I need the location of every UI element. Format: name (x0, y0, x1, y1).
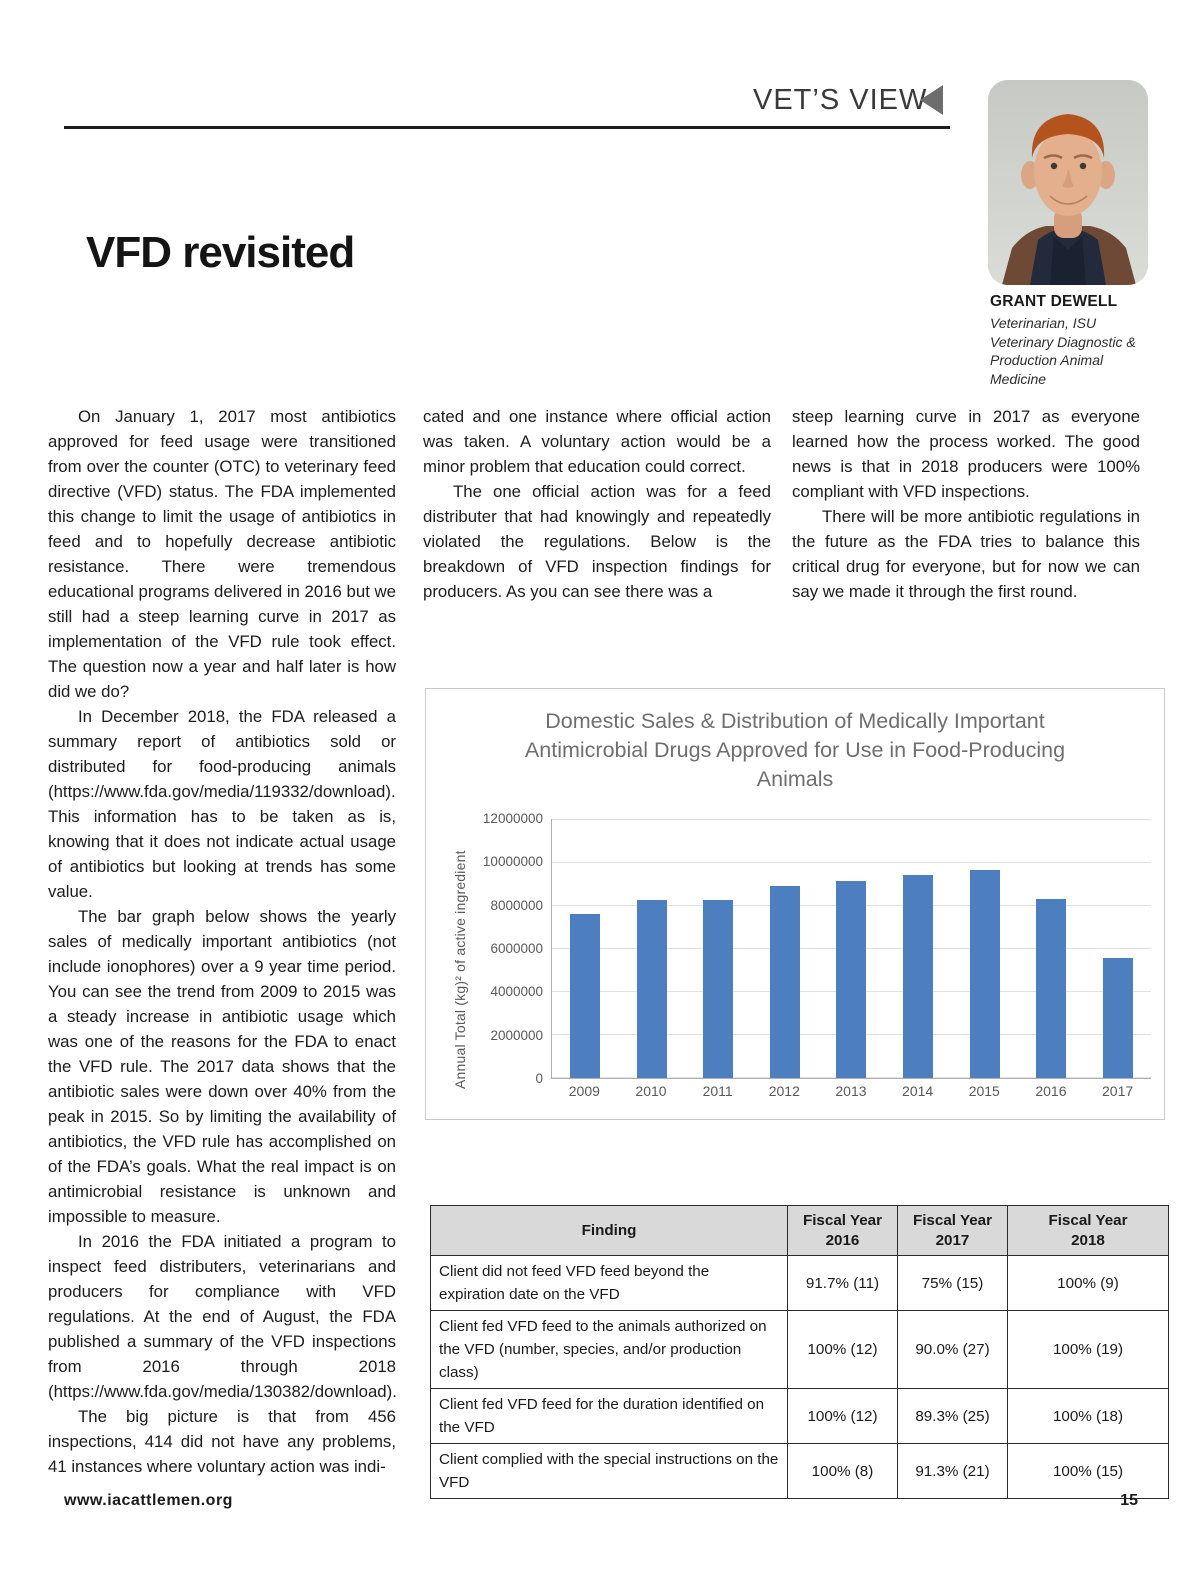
paragraph: On January 1, 2017 most antibiotics appr… (48, 407, 396, 701)
x-tick: 2010 (635, 1083, 667, 1099)
header-finding: Finding (430, 1205, 788, 1256)
x-tick: 2017 (1102, 1083, 1134, 1099)
chart-bars (552, 819, 1151, 1078)
fy2016-value: 100% (12) (787, 1310, 898, 1389)
bar-2016 (1021, 819, 1081, 1078)
bar-2017 (1088, 819, 1148, 1078)
author-credentials: Veterinarian, ISU Veterinary Diagnostic … (990, 315, 1136, 387)
article-column-1: On January 1, 2017 most antibiotics appr… (48, 404, 397, 1479)
paragraph: cated and one instance where official ac… (423, 407, 771, 476)
fy2017-value: 91.3% (21) (897, 1443, 1008, 1499)
chart-plot-area (551, 819, 1151, 1079)
footer-website: www.iacattlemen.org (64, 1492, 233, 1509)
y-tick: 6000000 (490, 940, 543, 956)
author-photo (988, 80, 1148, 285)
finding-text: Client complied with the special instruc… (430, 1443, 788, 1499)
x-tick: 2013 (835, 1083, 867, 1099)
page-title: VFD revisited (86, 228, 355, 277)
table-row: Client fed VFD feed to the animals autho… (430, 1310, 1169, 1389)
bar-2012 (755, 819, 815, 1078)
paragraph: The bar graph below shows the yearly sal… (48, 907, 396, 1226)
fy2016-value: 100% (12) (787, 1388, 898, 1444)
table-header-row: Finding Fiscal Year 2016 Fiscal Year 2017 … (430, 1205, 1169, 1256)
finding-text: Client did not feed VFD feed beyond the … (430, 1255, 788, 1311)
fy2018-value: 100% (18) (1007, 1388, 1169, 1444)
paragraph: The one official action was for a feed d… (423, 482, 771, 601)
bar-2010 (622, 819, 682, 1078)
bar-chart: Domestic Sales & Distribution of Medical… (425, 688, 1165, 1120)
header-fy2016: Fiscal Year 2016 (787, 1205, 898, 1256)
footer-page-number: 15 (1120, 1492, 1138, 1509)
header-fy2018: Fiscal Year 2018 (1007, 1205, 1169, 1256)
fy2018-value: 100% (9) (1007, 1255, 1169, 1311)
fy2016-value: 100% (8) (787, 1443, 898, 1499)
y-tick: 4000000 (490, 984, 543, 1000)
fy2017-value: 90.0% (27) (897, 1310, 1008, 1389)
chart-title: Domestic Sales & Distribution of Medical… (524, 709, 1066, 791)
paragraph: The big picture is that from 456 inspect… (48, 1407, 396, 1476)
x-tick: 2016 (1035, 1083, 1067, 1099)
x-tick: 2015 (968, 1083, 1000, 1099)
y-tick: 10000000 (482, 854, 543, 870)
table-row: Client complied with the special instruc… (430, 1443, 1169, 1499)
author-name: GRANT DEWELL (990, 293, 1118, 310)
bar-2011 (688, 819, 748, 1078)
fy2018-value: 100% (15) (1007, 1443, 1169, 1499)
left-triangle-icon (920, 85, 943, 115)
header-fy2017: Fiscal Year 2017 (897, 1205, 1008, 1256)
finding-text: Client fed VFD feed to the animals autho… (430, 1310, 788, 1389)
y-tick: 2000000 (490, 1027, 543, 1043)
chart-y-tick-labels: 12000000 10000000 8000000 6000000 400000… (438, 810, 543, 1088)
y-tick: 12000000 (482, 811, 543, 826)
x-tick: 2012 (768, 1083, 800, 1099)
fy2018-value: 100% (19) (1007, 1310, 1169, 1389)
paragraph: steep learning curve in 2017 as everyone… (792, 407, 1140, 501)
fy2017-value: 75% (15) (897, 1255, 1008, 1311)
bar-2015 (955, 819, 1015, 1078)
fy2016-value: 91.7% (11) (787, 1255, 898, 1311)
table-row: Client did not feed VFD feed beyond the … (430, 1255, 1169, 1311)
finding-text: Client fed VFD feed for the duration ide… (430, 1388, 788, 1444)
x-tick: 2009 (568, 1083, 600, 1099)
paragraph: In 2016 the FDA initiated a program to i… (48, 1232, 397, 1401)
table-row: Client fed VFD feed for the duration ide… (430, 1388, 1169, 1444)
y-tick: 0 (535, 1070, 543, 1086)
paragraph: In December 2018, the FDA released a sum… (48, 707, 396, 901)
vfd-findings-table: Finding Fiscal Year 2016 Fiscal Year 2017 … (430, 1205, 1169, 1499)
x-tick: 2011 (702, 1083, 733, 1099)
chart-x-tick-labels: 2009 2010 2011 2012 2013 2014 2015 2016 … (551, 1083, 1151, 1099)
article-column-3: steep learning curve in 2017 as everyone… (792, 404, 1140, 604)
bar-2009 (555, 819, 615, 1078)
article-column-2: cated and one instance where official ac… (423, 404, 771, 604)
y-tick: 8000000 (490, 897, 543, 913)
x-tick: 2014 (902, 1083, 934, 1099)
bar-2014 (888, 819, 948, 1078)
header-divider (64, 126, 950, 129)
bar-2013 (821, 819, 881, 1078)
paragraph: There will be more antibiotic regulation… (792, 507, 1140, 601)
author-portrait-illustration (988, 80, 1148, 285)
fy2017-value: 89.3% (25) (897, 1388, 1008, 1444)
section-label: VET’S VIEW (753, 84, 928, 116)
